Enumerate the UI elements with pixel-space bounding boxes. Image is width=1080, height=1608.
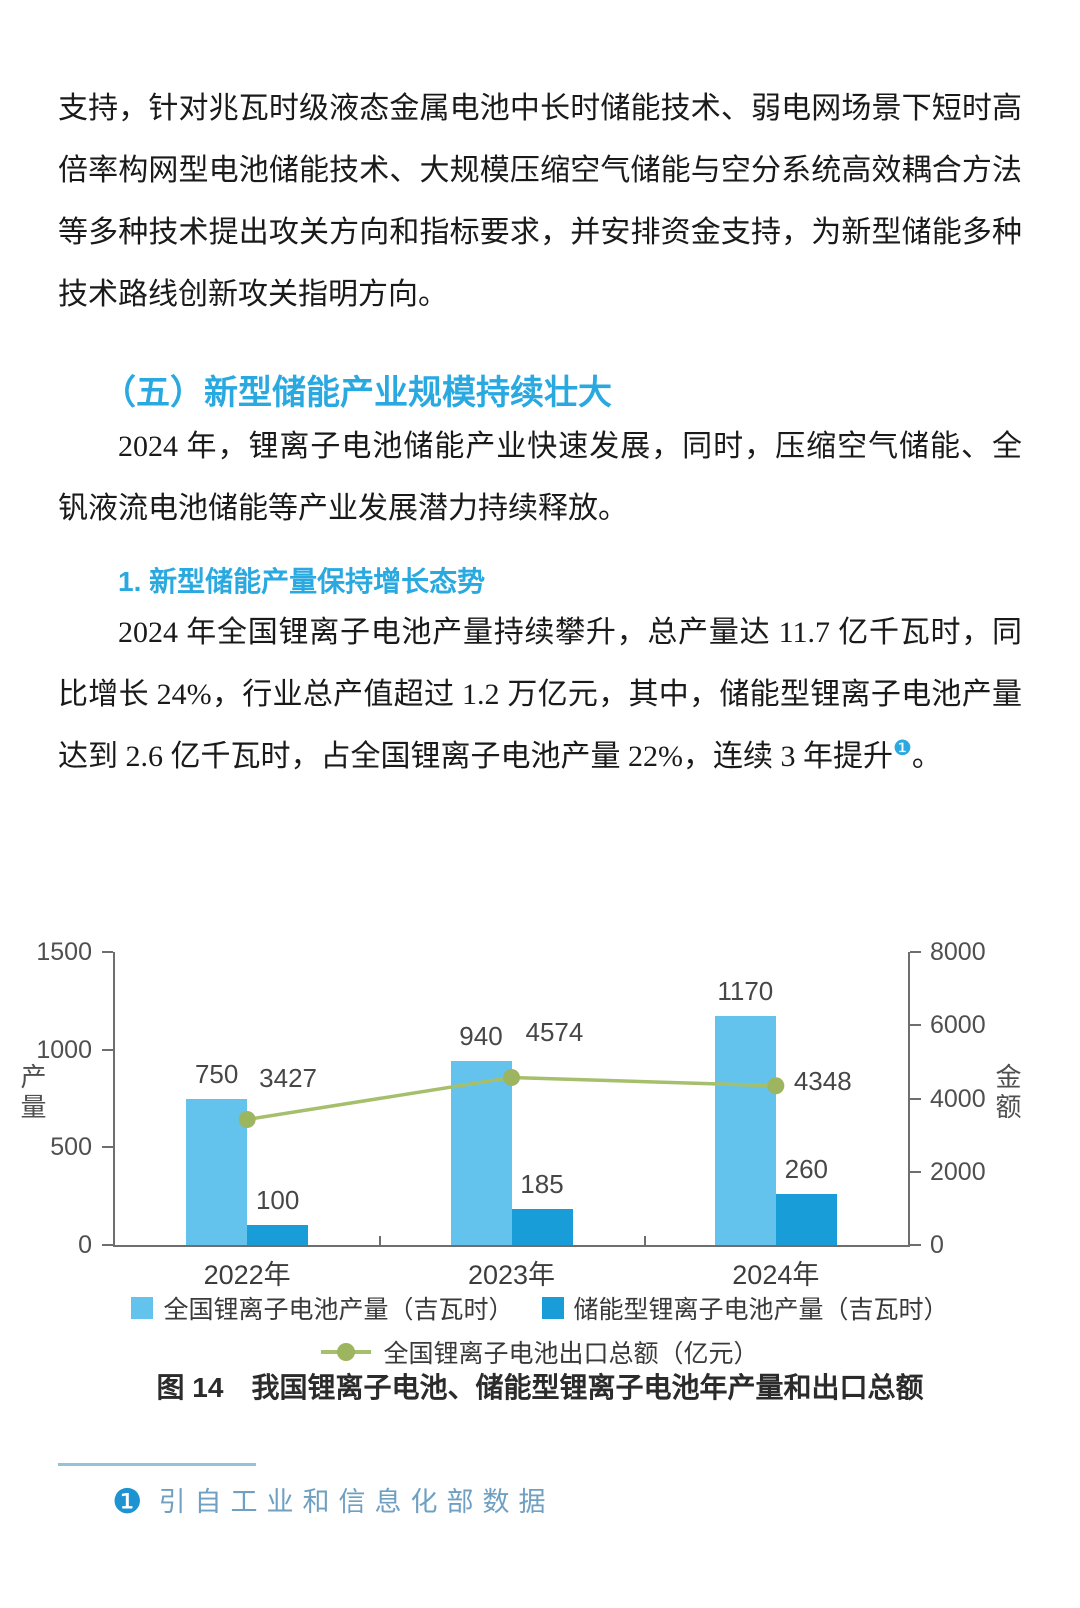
legend-item: 储能型锂离子电池产量（吉瓦时） xyxy=(541,1290,949,1326)
bar-total-production xyxy=(186,1098,248,1245)
bar-value-label: 1170 xyxy=(717,976,774,1007)
right-axis-tick-label: 8000 xyxy=(930,938,986,966)
paragraph: 2024 年，锂离子电池储能产业快速发展，同时，压缩空气储能、全钒液流电池储能等… xyxy=(58,430,1022,525)
paragraph-continuation: 支持，针对兆瓦时级液态金属电池中长时储能技术、弱电网场景下短时高倍率构网型电池储… xyxy=(58,92,1022,311)
right-axis-tick xyxy=(910,951,921,953)
chart-legend-line: 全国锂离子电池出口总额（亿元） xyxy=(0,1334,1080,1370)
text-column: 支持，针对兆瓦时级液态金属电池中长时储能技术、弱电网场景下短时高倍率构网型电池储… xyxy=(58,78,1022,788)
footnote-ref-icon[interactable]: ❶ xyxy=(893,736,912,760)
right-axis-tick-label: 0 xyxy=(930,1231,944,1259)
footnote-text: 引自工业和信息化部数据 xyxy=(158,1487,555,1517)
legend-label: 全国锂离子电池产量（吉瓦时） xyxy=(163,1296,514,1324)
bar-total-production xyxy=(450,1061,512,1245)
left-axis-tick xyxy=(102,951,113,953)
bar-value-label: 940 xyxy=(459,1021,503,1052)
left-axis-tick-label: 1000 xyxy=(36,1035,92,1064)
bar-value-label: 750 xyxy=(194,1058,239,1089)
left-axis-tick xyxy=(102,1244,113,1246)
bar-value-label: 185 xyxy=(520,1168,564,1199)
right-axis-tick-label: 4000 xyxy=(930,1084,986,1113)
right-axis-line xyxy=(908,952,910,1247)
paragraph-text: 2024 年全国锂离子电池产量持续攀升，总产量达 11.7 亿千瓦时，同比增长 … xyxy=(58,616,1022,773)
section-heading: （五）新型储能产业规模持续壮大 xyxy=(102,374,612,412)
legend-label: 全国锂离子电池出口总额（亿元） xyxy=(383,1340,759,1368)
bar-storage-production xyxy=(511,1208,573,1245)
x-axis-category-label: 2024年 xyxy=(732,1260,820,1290)
left-axis-line xyxy=(113,952,115,1247)
paragraph: 2024 年全国锂离子电池产量持续攀升，总产量达 11.7 亿千瓦时，同比增长 … xyxy=(58,602,1022,788)
bar-storage-production xyxy=(247,1225,309,1245)
legend-line-dot-icon xyxy=(337,1343,356,1361)
right-axis-tick xyxy=(910,1024,921,1027)
x-axis-category-label: 2022年 xyxy=(203,1260,291,1290)
left-axis-title: 产量 xyxy=(17,1062,47,1123)
chart-legend: 全国锂离子电池产量（吉瓦时） 储能型锂离子电池产量（吉瓦时） xyxy=(0,1290,1080,1326)
bar-total-production xyxy=(714,1016,776,1245)
legend-label: 储能型锂离子电池产量（吉瓦时） xyxy=(573,1296,949,1324)
x-axis-line xyxy=(113,1245,910,1247)
right-axis-tick xyxy=(910,1097,921,1100)
left-axis-tick-label: 1500 xyxy=(36,938,92,966)
bar-value-label: 260 xyxy=(784,1154,829,1185)
line-value-label: 4574 xyxy=(525,1017,584,1048)
right-axis-tick-label: 6000 xyxy=(930,1011,986,1040)
figure-caption: 图 14 我国锂离子电池、储能型锂离子电池年产量和出口总额 xyxy=(156,1372,924,1403)
figure-chart: 0 500 1000 1500 0 2000 4000 6000 8000 产量 金额 750 940 1… xyxy=(0,900,1080,1368)
category-boundary-tick xyxy=(379,1236,382,1245)
legend-item: 全国锂离子电池出口总额（亿元） xyxy=(321,1334,759,1370)
right-axis-tick-label: 2000 xyxy=(930,1157,986,1186)
legend-swatch-icon xyxy=(541,1297,564,1319)
footnote-marker-icon: ❶ xyxy=(112,1482,143,1522)
legend-line-swatch-icon xyxy=(321,1343,372,1361)
category-boundary-tick xyxy=(643,1236,646,1245)
footnote: ❶ 引自工业和信息化部数据 xyxy=(112,1482,554,1522)
x-axis-category-label: 2023年 xyxy=(467,1260,556,1290)
left-axis-tick xyxy=(102,1146,113,1149)
legend-swatch-icon xyxy=(131,1297,154,1319)
left-axis-tick xyxy=(102,1048,113,1051)
left-axis-tick-label: 0 xyxy=(78,1231,92,1259)
left-axis-tick-label: 500 xyxy=(50,1133,92,1162)
footnote-divider xyxy=(58,1463,256,1466)
bar-storage-production xyxy=(775,1194,837,1245)
paragraph-text: 。 xyxy=(911,740,942,773)
right-axis-title: 金额 xyxy=(992,1062,1022,1123)
right-axis-tick xyxy=(910,1170,921,1173)
right-axis-tick xyxy=(910,1244,921,1246)
line-value-label: 4348 xyxy=(793,1065,852,1096)
line-value-label: 3427 xyxy=(259,1063,317,1094)
legend-item: 全国锂离子电池产量（吉瓦时） xyxy=(131,1290,514,1326)
bar-value-label: 100 xyxy=(255,1185,300,1216)
subsection-heading: 1. 新型储能产量保持增长态势 xyxy=(118,566,486,597)
